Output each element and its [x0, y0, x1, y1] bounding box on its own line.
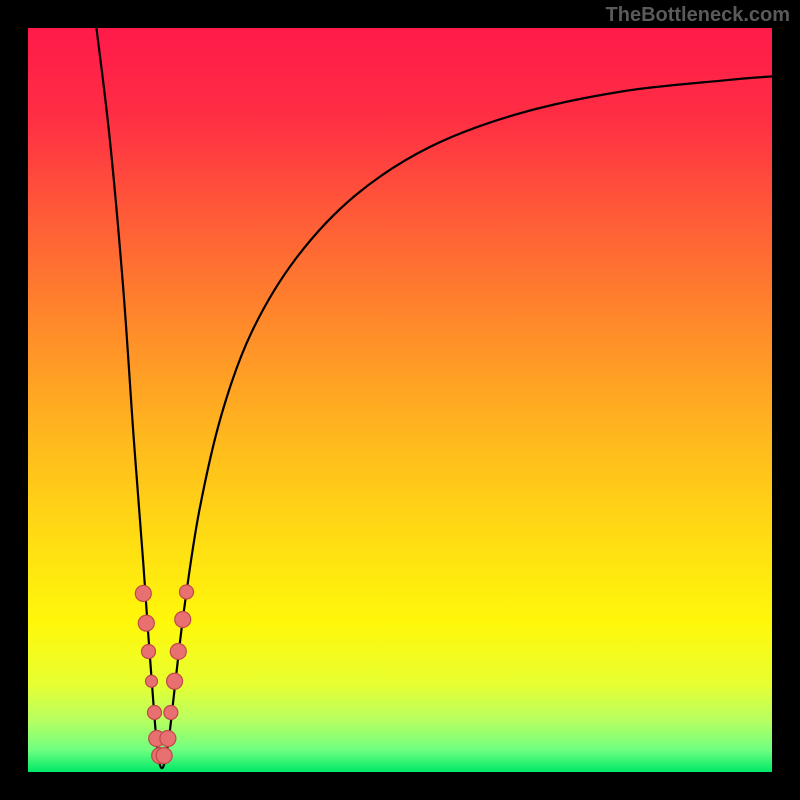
- plot-area: [28, 28, 772, 772]
- data-marker: [156, 748, 172, 764]
- data-marker: [164, 705, 178, 719]
- chart-svg: [28, 28, 772, 772]
- data-marker: [135, 585, 151, 601]
- data-marker: [175, 611, 191, 627]
- data-marker: [142, 644, 156, 658]
- gradient-background: [28, 28, 772, 772]
- data-marker: [146, 675, 158, 687]
- data-marker: [147, 705, 161, 719]
- chart-container: TheBottleneck.com: [0, 0, 800, 800]
- data-marker: [170, 643, 186, 659]
- data-marker: [179, 585, 193, 599]
- watermark-text: TheBottleneck.com: [606, 4, 790, 27]
- data-marker: [160, 731, 176, 747]
- data-marker: [167, 673, 183, 689]
- data-marker: [138, 615, 154, 631]
